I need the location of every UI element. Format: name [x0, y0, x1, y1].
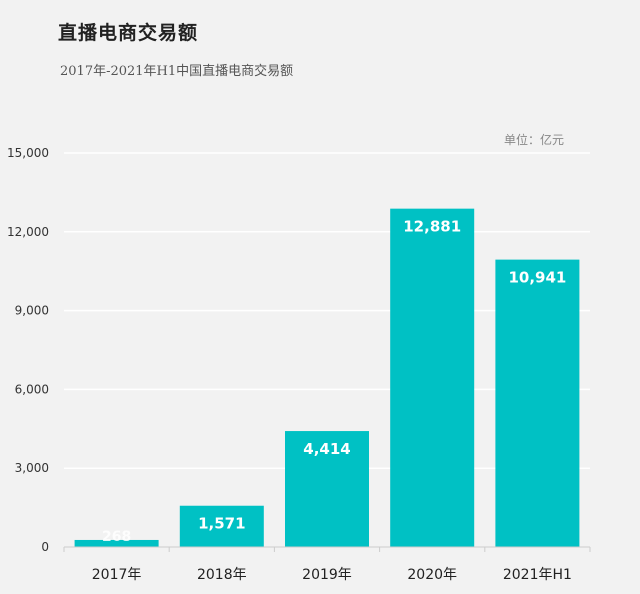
y-tick-label: 0: [41, 540, 49, 554]
data-label: 10,941: [508, 269, 566, 287]
x-tick-label: 2018年: [197, 567, 247, 583]
y-tick-label: 6,000: [15, 382, 49, 396]
data-label: 4,414: [303, 440, 350, 458]
chart-title: 直播电商交易额: [58, 22, 199, 44]
axis-layer: 0 3,000 6,000 9,000 12,000 15,000 2017年 2018年 20…: [7, 146, 591, 583]
bar: [285, 431, 369, 547]
bar: [390, 208, 475, 548]
bar-layer: [74, 208, 580, 548]
unit-label: 单位：亿元: [504, 133, 565, 147]
chart-subtitle: 2017年-2021年H1中国直播电商交易额: [60, 64, 294, 79]
data-label: 12,881: [403, 218, 461, 236]
x-tick-label: 2021年H1: [503, 567, 572, 583]
bar: [74, 539, 159, 547]
data-label: 1,571: [198, 515, 245, 533]
x-tick-label: 2017年: [92, 567, 142, 583]
data-label: 268: [102, 529, 131, 545]
y-tick-label: 12,000: [7, 225, 49, 239]
x-tick-label: 2019年: [302, 567, 352, 583]
x-tick-label: 2020年: [407, 567, 457, 583]
bar: [179, 505, 264, 547]
y-tick-label: 9,000: [15, 304, 49, 318]
bar: [495, 259, 580, 547]
y-tick-label: 3,000: [15, 461, 49, 475]
label-layer: 268 1,571 4,414 12,881 10,941: [102, 218, 566, 545]
y-tick-label: 15,000: [7, 146, 49, 160]
